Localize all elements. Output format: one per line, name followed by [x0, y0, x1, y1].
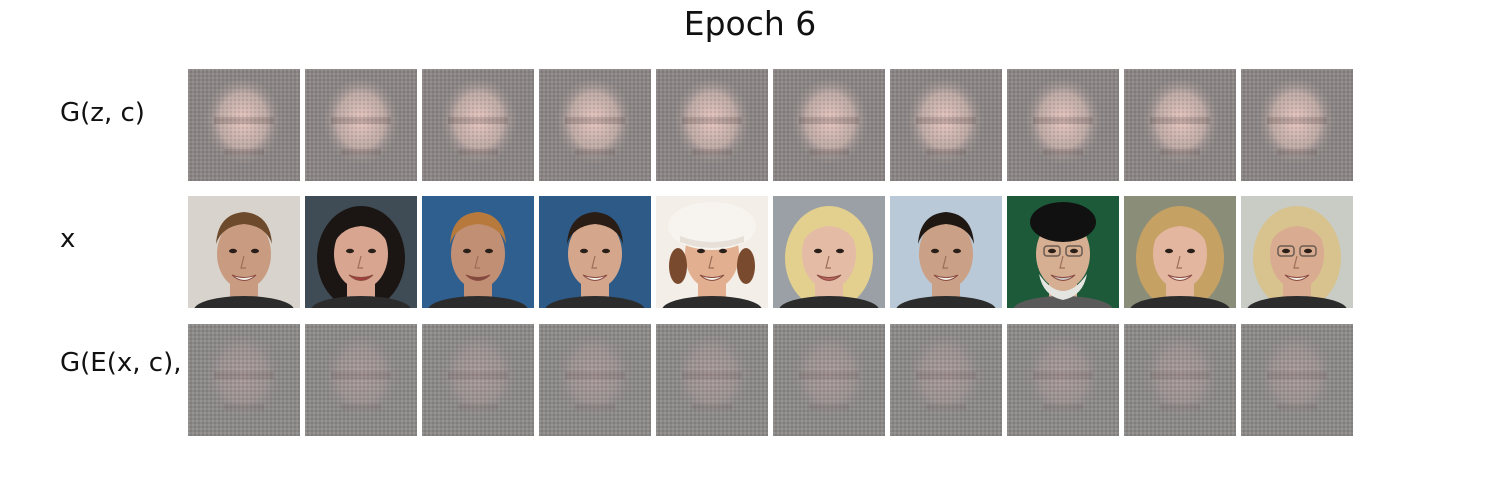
- reconstructed-sample-8: [1007, 324, 1119, 436]
- reconstructed-sample-6: [773, 324, 885, 436]
- generated-sample-3: [422, 69, 534, 181]
- real-face-2: [305, 196, 417, 308]
- real-face-4: [539, 196, 651, 308]
- real-face-6: [773, 196, 885, 308]
- generated-sample-10: [1241, 69, 1353, 181]
- real-face-10: [1241, 196, 1353, 308]
- generated-sample-8: [1007, 69, 1119, 181]
- reconstructed-sample-10: [1241, 324, 1353, 436]
- generated-sample-1: [188, 69, 300, 181]
- figure-title: Epoch 6: [683, 4, 817, 43]
- generated-sample-7: [890, 69, 1002, 181]
- reconstructed-sample-5: [656, 324, 768, 436]
- reconstructed-sample-3: [422, 324, 534, 436]
- generated-sample-5: [656, 69, 768, 181]
- real-face-1: [188, 196, 300, 308]
- real-face-5: [656, 196, 768, 308]
- reconstructed-sample-1: [188, 324, 300, 436]
- row-label-generated: G(z, c): [60, 98, 145, 128]
- row-label-real: x: [60, 224, 76, 254]
- reconstructed-sample-4: [539, 324, 651, 436]
- real-face-9: [1124, 196, 1236, 308]
- reconstructed-sample-9: [1124, 324, 1236, 436]
- generated-sample-9: [1124, 69, 1236, 181]
- real-face-8: [1007, 196, 1119, 308]
- reconstructed-sample-7: [890, 324, 1002, 436]
- generated-sample-4: [539, 69, 651, 181]
- generated-sample-6: [773, 69, 885, 181]
- generated-sample-2: [305, 69, 417, 181]
- reconstructed-sample-2: [305, 324, 417, 436]
- real-face-7: [890, 196, 1002, 308]
- real-face-3: [422, 196, 534, 308]
